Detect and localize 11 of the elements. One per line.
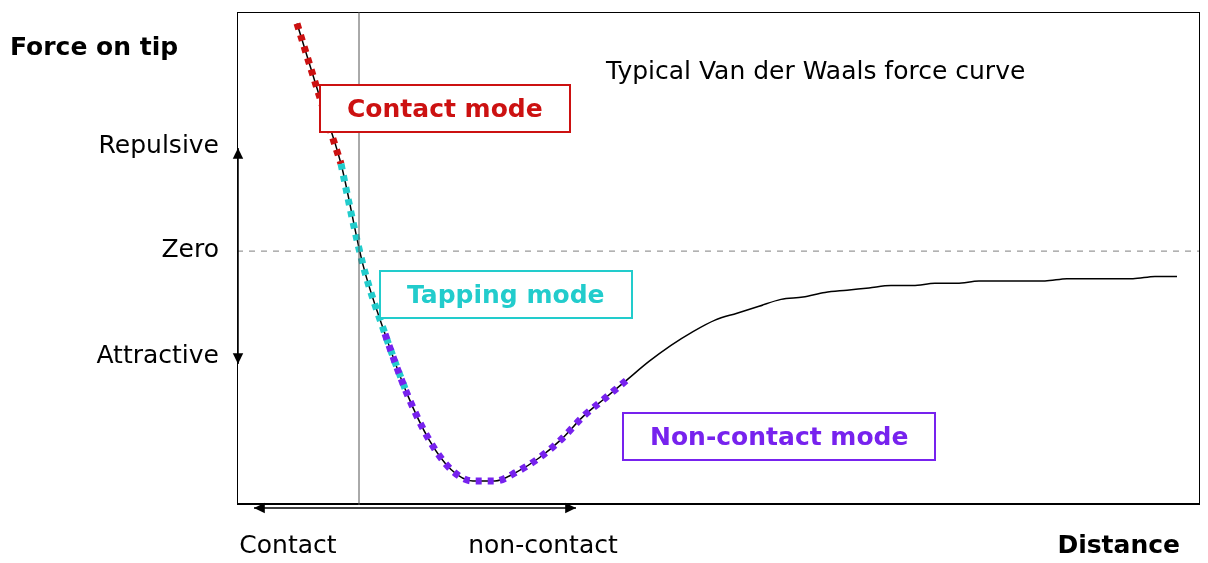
text: Attractive: [95, 340, 219, 369]
series-label: Contact mode: [319, 84, 571, 133]
text: Contact: [238, 530, 338, 559]
text: non-contact: [467, 530, 619, 559]
x-axis-title: Distance: [1057, 530, 1180, 559]
text: Typical Van der Waals force curve: [606, 56, 1026, 85]
series-label: Tapping mode: [379, 270, 633, 319]
text: Repulsive: [97, 130, 219, 159]
y-axis-title: Force on tip: [10, 32, 179, 61]
series-label: Non-contact mode: [622, 412, 937, 461]
ref-line-label: Zero: [160, 234, 219, 263]
